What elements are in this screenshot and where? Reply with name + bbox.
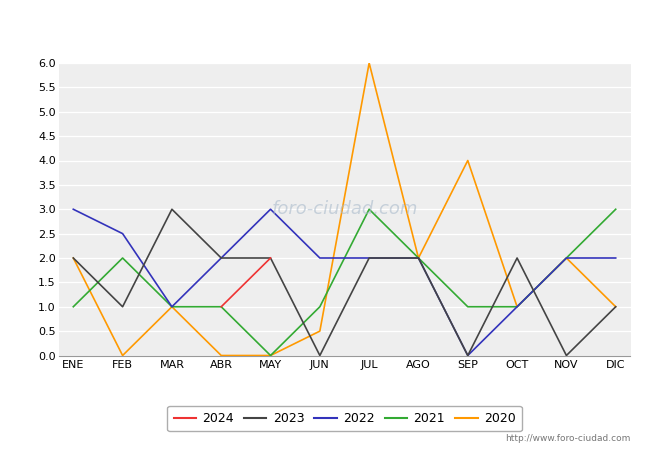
Text: foro-ciudad.com: foro-ciudad.com	[271, 200, 418, 218]
Text: http://www.foro-ciudad.com: http://www.foro-ciudad.com	[505, 434, 630, 443]
Legend: 2024, 2023, 2022, 2021, 2020: 2024, 2023, 2022, 2021, 2020	[167, 405, 522, 431]
Text: Matriculaciones de Vehiculos en Cantimpalos: Matriculaciones de Vehiculos en Cantimpa…	[138, 18, 512, 36]
